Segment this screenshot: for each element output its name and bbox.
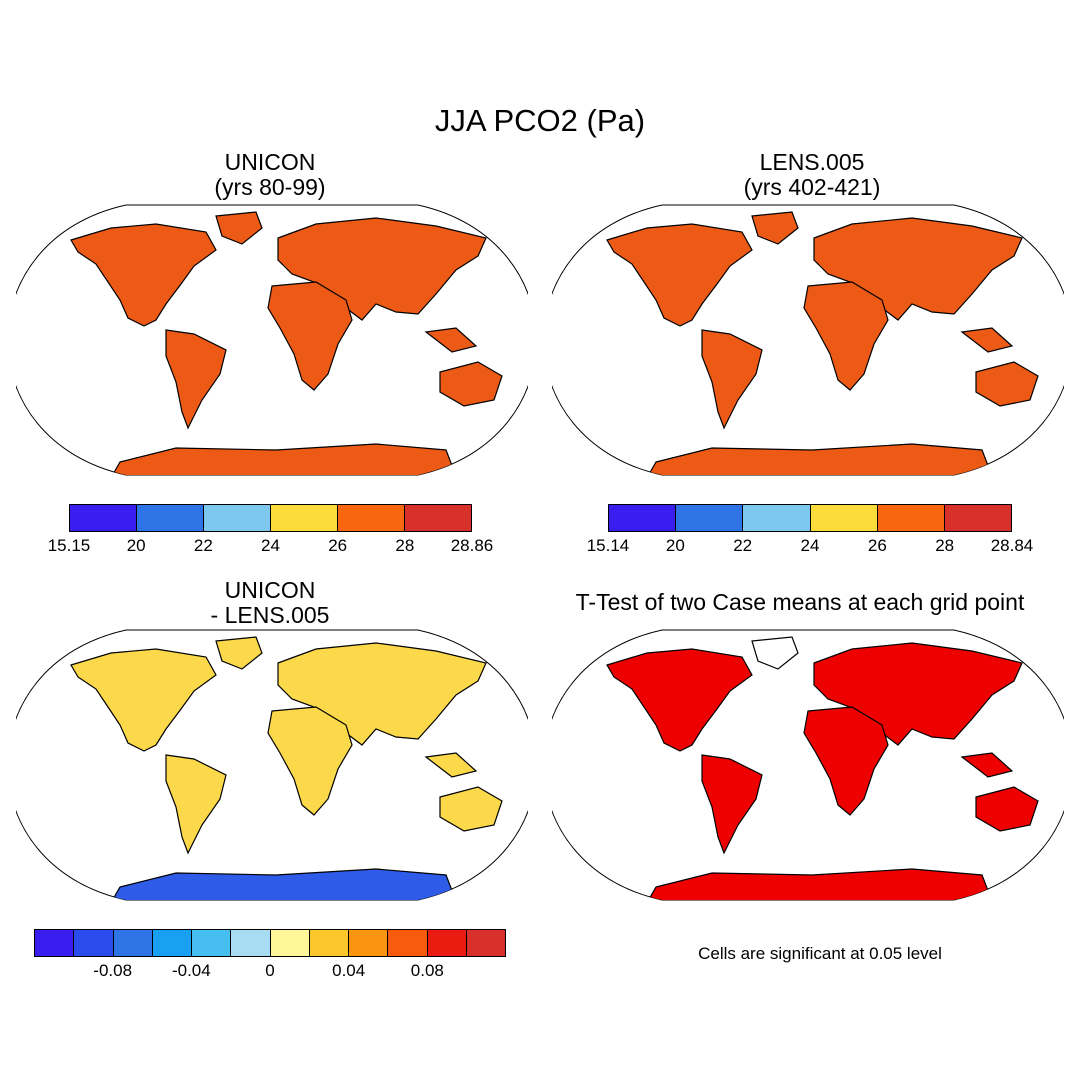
australia — [439, 786, 503, 832]
south-america — [165, 754, 227, 855]
colorbar-tick-label: 24 — [800, 536, 820, 555]
figure-title: JJA PCO2 (Pa) — [434, 103, 646, 138]
colorbar-tick-label: 20 — [665, 536, 685, 555]
colorbar-segment — [338, 505, 405, 531]
australia — [975, 361, 1039, 407]
panel-title-difference: UNICON - LENS.005 — [120, 578, 420, 628]
colorbar-segment — [466, 930, 505, 956]
panel-title-line1: LENS.005 — [759, 149, 865, 175]
panel-title-line1: UNICON — [224, 577, 316, 603]
south-america — [165, 329, 227, 430]
greenland — [751, 636, 799, 670]
colorbar-segment — [137, 505, 204, 531]
colorbar-segment — [231, 930, 271, 956]
panel-title-line2: (yrs 80-99) — [214, 173, 326, 200]
africa — [803, 706, 889, 816]
colorbar-lens — [608, 504, 1012, 532]
colorbar-tick-label: 15.14 — [586, 536, 630, 555]
antarctica — [646, 443, 993, 475]
map-unicon — [16, 204, 528, 476]
antarctica — [110, 443, 457, 475]
north-america — [70, 223, 217, 327]
colorbar-tick-label: 26 — [867, 536, 887, 555]
antarctica — [110, 868, 457, 900]
colorbar-segment — [152, 930, 192, 956]
colorbar-tick-label: 22 — [733, 536, 753, 555]
europe-asia — [277, 217, 487, 321]
antarctica — [646, 868, 993, 900]
colorbar-segment — [944, 505, 1012, 531]
map-ttest — [552, 629, 1064, 901]
europe-asia — [277, 642, 487, 746]
colorbar-tick-label: 24 — [261, 536, 280, 555]
africa — [267, 706, 353, 816]
africa — [267, 281, 353, 391]
colorbar-segment — [810, 505, 878, 531]
colorbar-tick-label: 28.86 — [450, 536, 494, 555]
colorbar-tick-label: 28.84 — [990, 536, 1034, 555]
maritime-asia — [960, 752, 1014, 778]
map-difference — [16, 629, 528, 901]
colorbar-tick-label: 28 — [935, 536, 955, 555]
panel-title-line2: - LENS.005 — [210, 601, 330, 628]
colorbar-segment — [309, 930, 349, 956]
colorbar-difference — [34, 929, 506, 957]
panel-title-line1: UNICON — [224, 149, 316, 175]
colorbar-segment — [271, 505, 338, 531]
colorbar-segment — [388, 930, 428, 956]
colorbar-segment — [877, 505, 945, 531]
greenland — [751, 211, 799, 245]
colorbar-segment — [70, 505, 137, 531]
europe-asia — [813, 217, 1023, 321]
colorbar-segment — [204, 505, 271, 531]
maritime-asia — [424, 752, 478, 778]
colorbar-tick-label: 28 — [395, 536, 415, 555]
colorbar-segment — [743, 505, 811, 531]
australia — [975, 786, 1039, 832]
colorbar-tick-label: 0 — [265, 961, 275, 980]
colorbar-segment — [349, 930, 389, 956]
colorbar-tick-label: 0.04 — [332, 961, 366, 980]
colorbar-segment — [609, 505, 677, 531]
colorbar-tick-label: -0.08 — [93, 961, 133, 980]
colorbar-tick-label: 15.15 — [47, 536, 91, 555]
map-lens — [552, 204, 1064, 476]
south-america — [701, 329, 763, 430]
panel-title-lens: LENS.005 (yrs 402-421) — [662, 150, 962, 200]
north-america — [606, 648, 753, 752]
north-america — [606, 223, 753, 327]
greenland — [215, 211, 263, 245]
colorbar-unicon — [69, 504, 472, 532]
colorbar-tick-label: 26 — [328, 536, 348, 555]
colorbar-tick-label: 0.08 — [410, 961, 444, 980]
colorbar-segment — [74, 930, 114, 956]
europe-asia — [813, 642, 1023, 746]
colorbar-tick-label: 22 — [193, 536, 213, 555]
colorbar-segment — [270, 930, 310, 956]
panel-title-unicon: UNICON (yrs 80-99) — [120, 150, 420, 200]
greenland — [215, 636, 263, 670]
maritime-asia — [960, 327, 1014, 353]
significance-note: Cells are significant at 0.05 level — [698, 944, 942, 963]
colorbar-segment — [192, 930, 232, 956]
australia — [439, 361, 503, 407]
africa — [803, 281, 889, 391]
south-america — [701, 754, 763, 855]
colorbar-tick-label: 20 — [126, 536, 146, 555]
north-america — [70, 648, 217, 752]
colorbar-segment — [405, 505, 471, 531]
colorbar-segment — [113, 930, 153, 956]
maritime-asia — [424, 327, 478, 353]
colorbar-segment — [35, 930, 75, 956]
colorbar-segment — [676, 505, 744, 531]
panel-title-line2: (yrs 402-421) — [743, 173, 881, 200]
colorbar-segment — [427, 930, 467, 956]
colorbar-tick-label: -0.04 — [171, 961, 211, 980]
panel-title-ttest: T-Test of two Case means at each grid po… — [575, 589, 1025, 615]
